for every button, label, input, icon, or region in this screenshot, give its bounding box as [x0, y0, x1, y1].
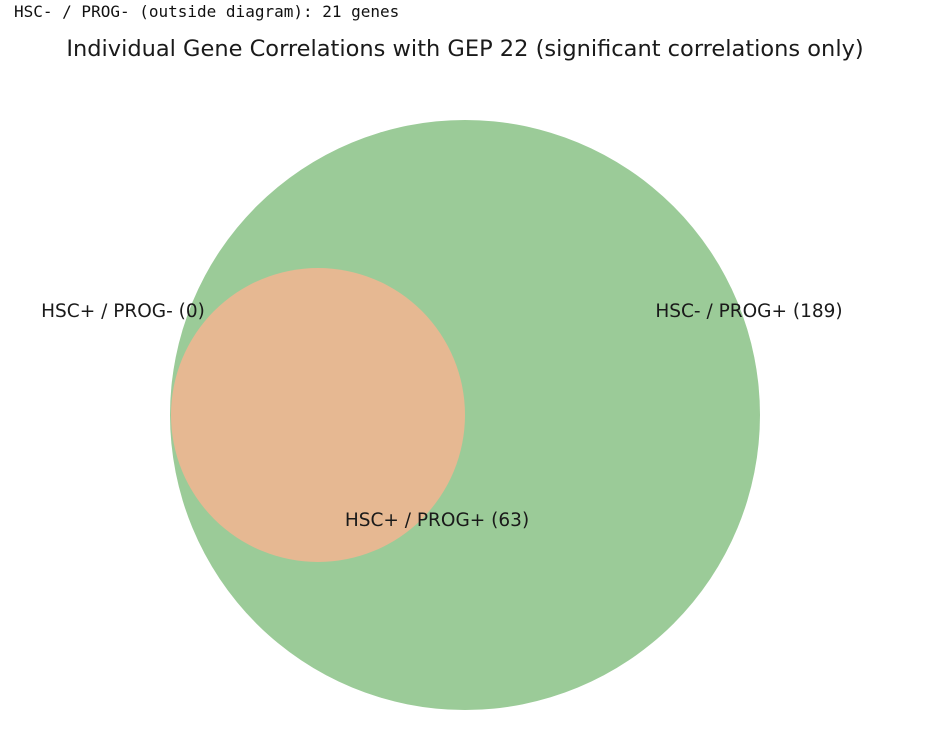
region-label-hsc-only: HSC+ / PROG- (0) [41, 301, 205, 322]
console-output-line: HSC- / PROG- (outside diagram): 21 genes [14, 2, 400, 21]
diagram-title: Individual Gene Correlations with GEP 22… [66, 36, 863, 62]
hsc-positive-set-circle [171, 268, 465, 562]
region-label-both: HSC+ / PROG+ (63) [345, 510, 529, 531]
region-label-prog-only: HSC- / PROG+ (189) [655, 301, 842, 322]
